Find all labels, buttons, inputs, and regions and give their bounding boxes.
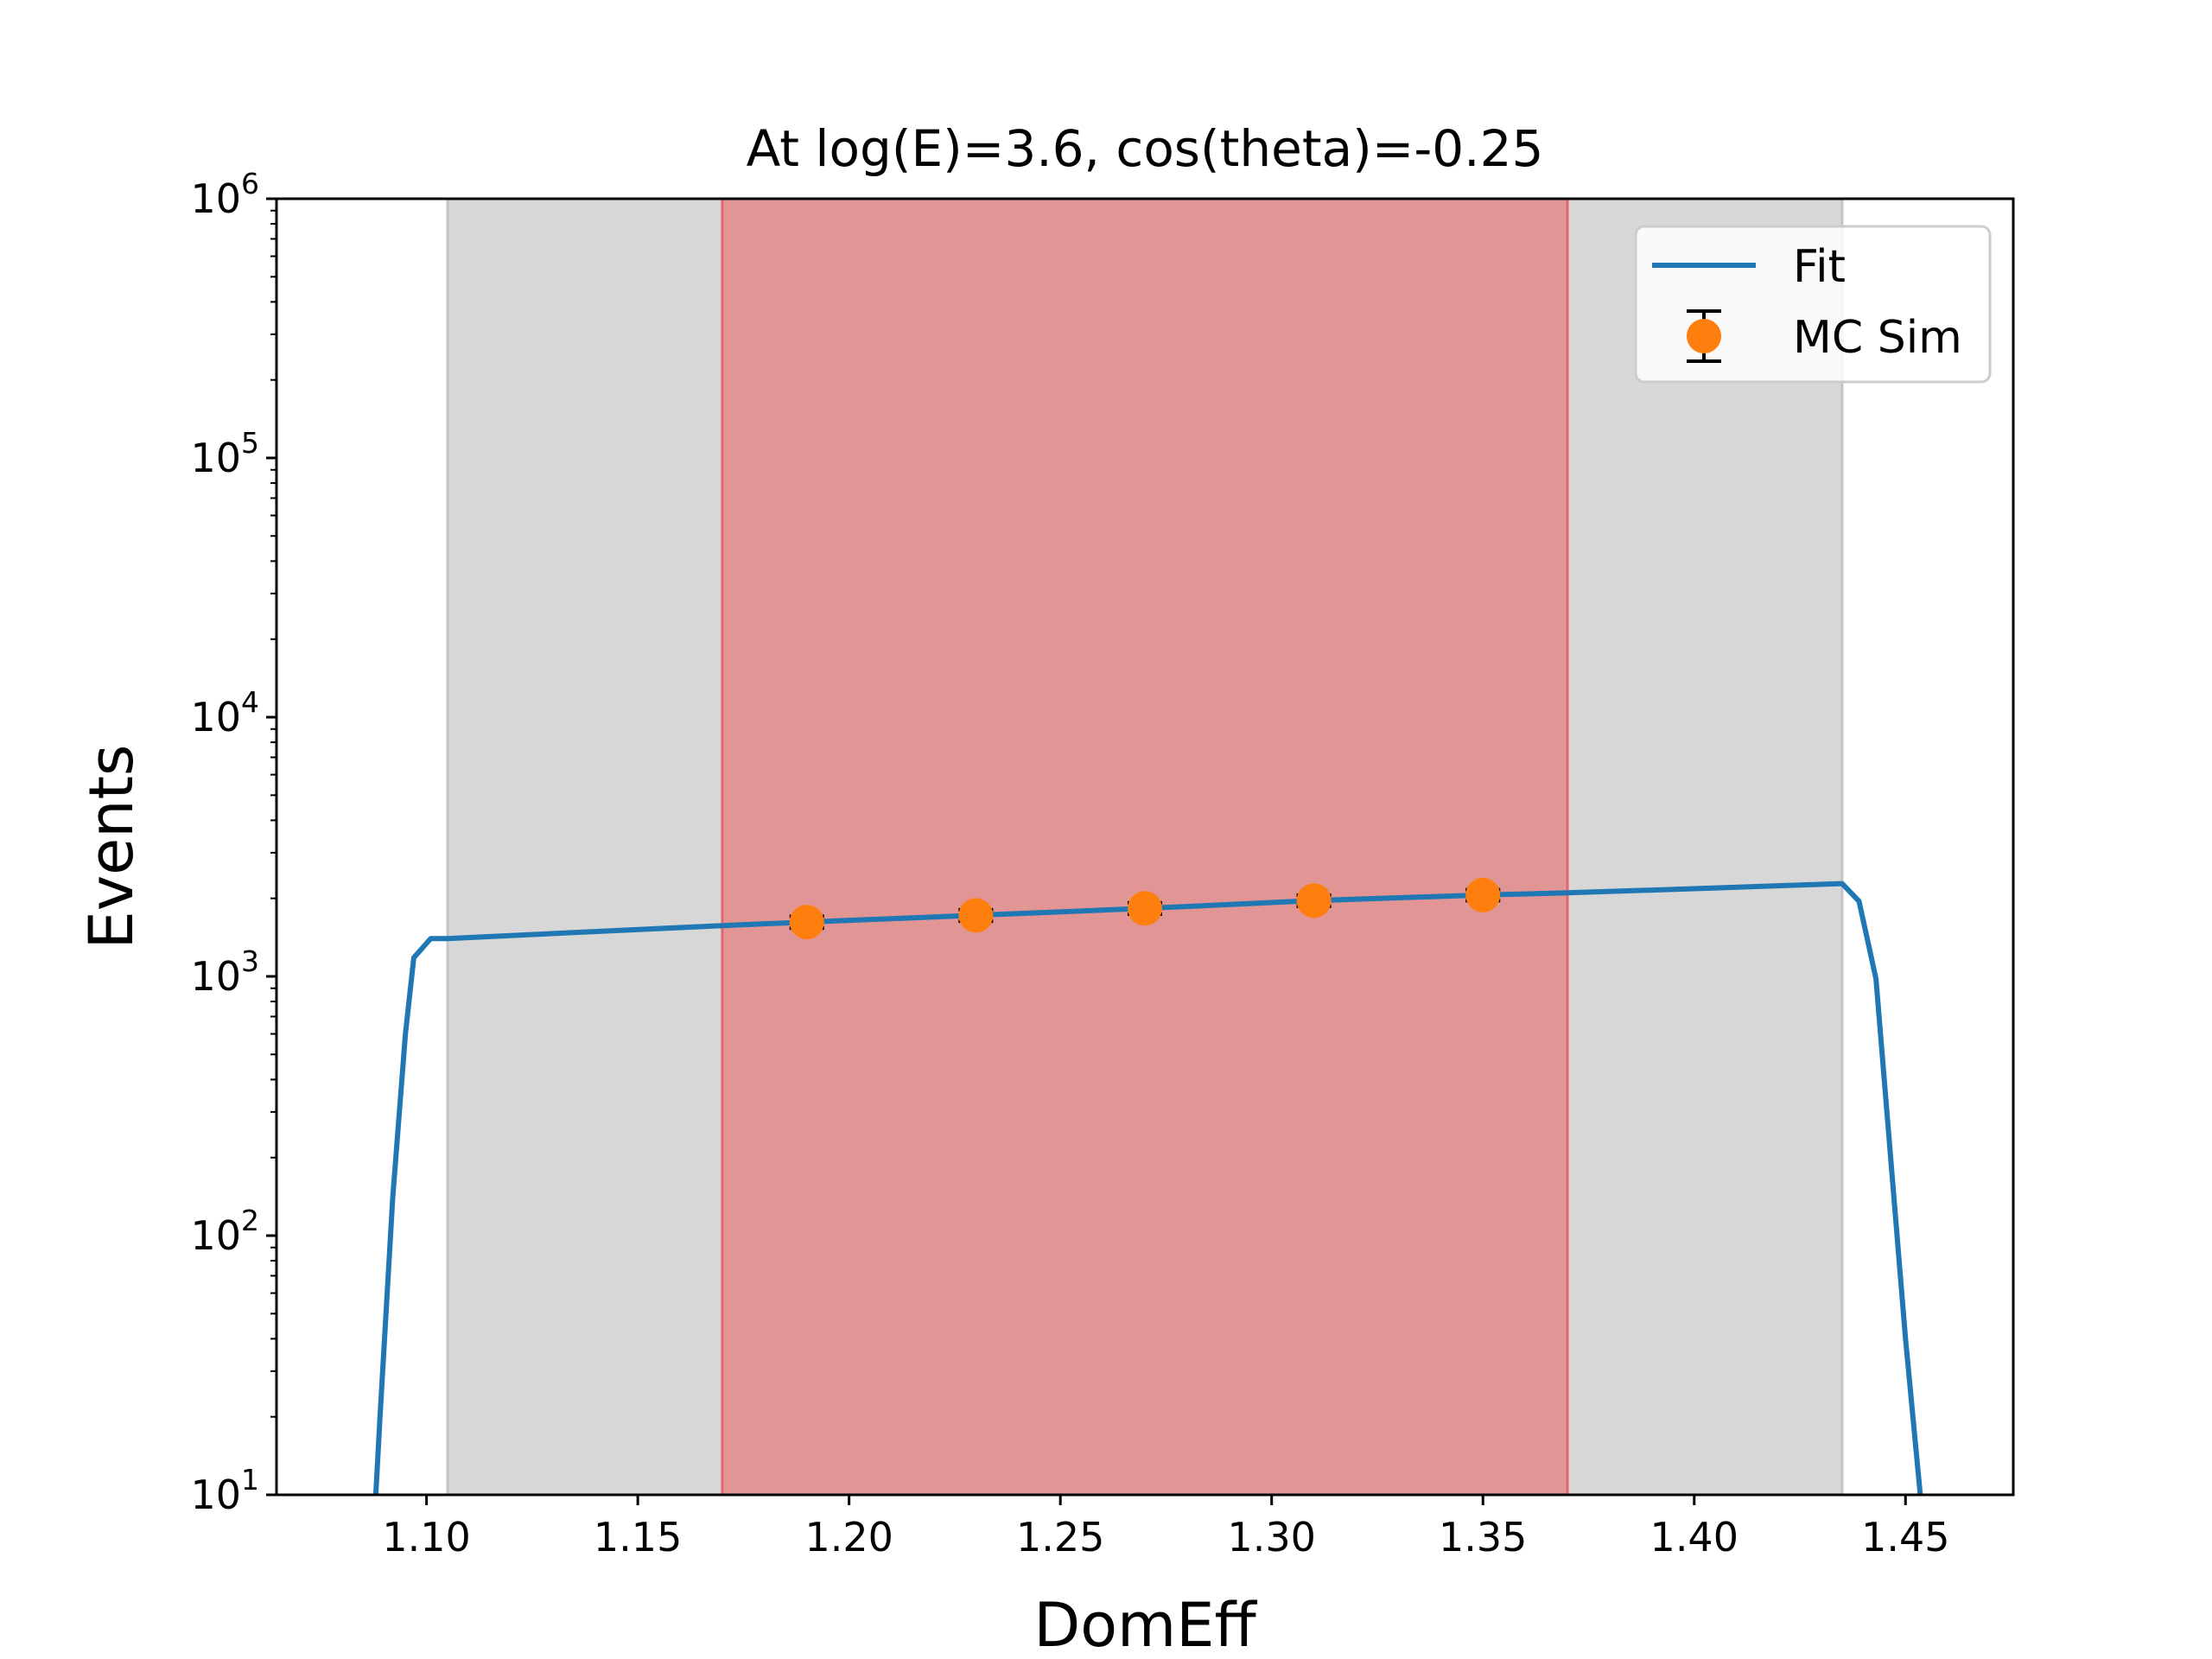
x-tick-label-6: 1.40	[1650, 1514, 1738, 1560]
y-tick-label-5: 106	[190, 167, 259, 222]
legend: Fit MC Sim	[1634, 225, 1992, 384]
x-axis-label: DomEff	[1033, 1590, 1257, 1659]
band-1	[721, 199, 1568, 1495]
shaded-bands	[446, 199, 1844, 1495]
legend-fit-label: Fit	[1793, 241, 1846, 293]
y-tick-label-4: 105	[190, 426, 259, 481]
mc-point-1	[958, 898, 994, 933]
x-tick-label-3: 1.25	[1016, 1514, 1104, 1560]
x-tick-label-5: 1.35	[1439, 1514, 1527, 1560]
mc-point-2	[1128, 891, 1162, 926]
y-tick-label-0: 101	[190, 1463, 259, 1518]
y-tick-label-3: 104	[190, 685, 259, 741]
legend-mc-marker	[1687, 319, 1721, 353]
x-tick-label-1: 1.15	[594, 1514, 682, 1560]
mc-point-0	[789, 905, 824, 940]
legend-mc-label: MC Sim	[1793, 312, 1962, 364]
plot-frame	[275, 197, 2015, 1497]
mc-point-4	[1465, 877, 1501, 912]
x-tick-label-0: 1.10	[382, 1514, 470, 1560]
chart-title: At log(E)=3.6, cos(theta)=-0.25	[747, 119, 1544, 178]
x-tick-label-2: 1.20	[804, 1514, 893, 1560]
x-axis: 1.10 1.15 1.20 1.25 1.30 1.35 1.40 1.45	[382, 1495, 1950, 1560]
mc-sim-series	[789, 877, 1501, 940]
x-tick-label-7: 1.45	[1861, 1514, 1949, 1560]
x-tick-label-4: 1.30	[1228, 1514, 1316, 1560]
y-tick-label-1: 102	[190, 1204, 259, 1259]
mc-point-3	[1296, 883, 1332, 918]
y-axis: 101 102 103 104 105 106	[190, 167, 276, 1518]
y-tick-label-2: 103	[190, 944, 259, 1000]
y-axis-label: Events	[76, 744, 147, 949]
